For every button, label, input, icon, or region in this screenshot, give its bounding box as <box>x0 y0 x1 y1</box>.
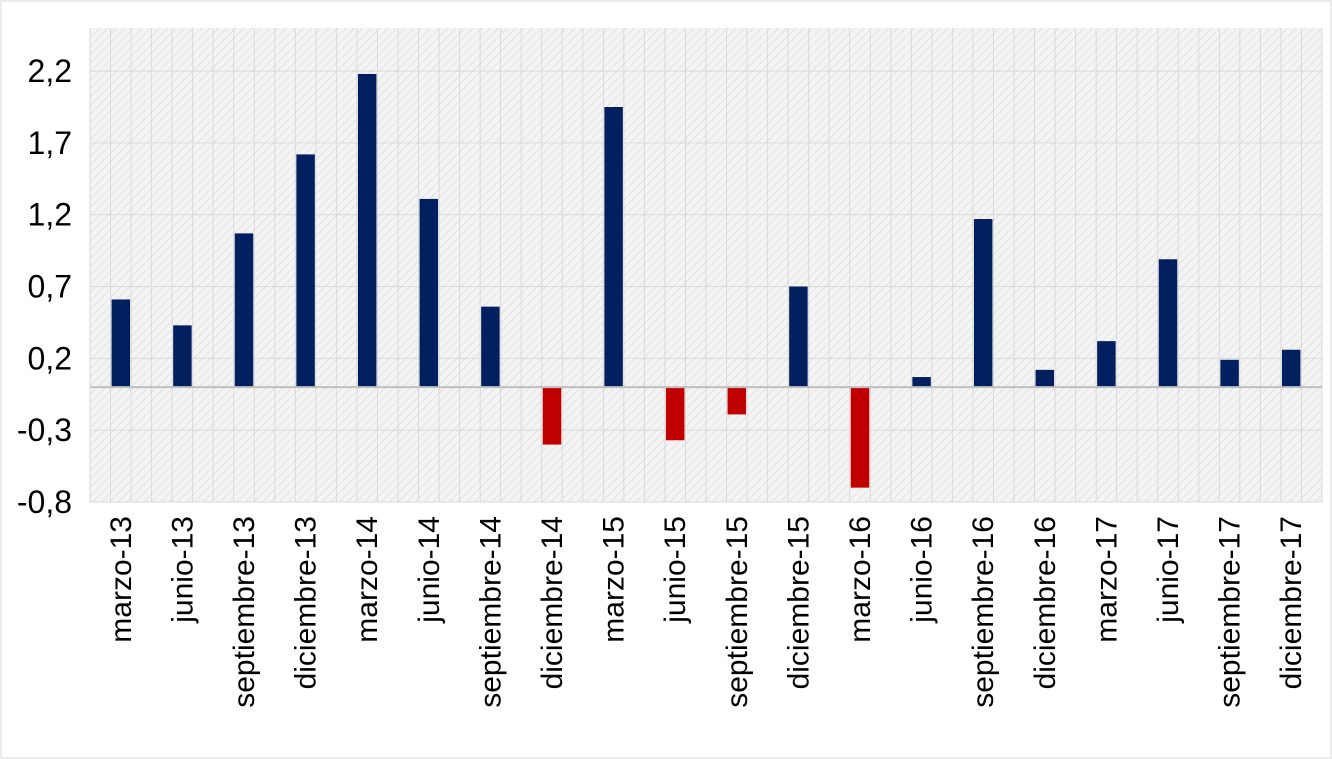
x-category-label: marzo-17 <box>1090 516 1123 643</box>
bar-marzo-17 <box>1097 341 1116 388</box>
bar-diciembre-14 <box>542 387 562 445</box>
bar-junio-15 <box>665 387 685 441</box>
bar-junio-13 <box>173 325 192 388</box>
x-category-label: marzo-15 <box>598 516 631 643</box>
x-category-label: junio-16 <box>906 516 939 624</box>
bar-junio-16 <box>912 377 931 388</box>
x-category-label: junio-13 <box>166 516 199 624</box>
bar-diciembre-13 <box>296 154 315 388</box>
x-category-label: septiembre-17 <box>1214 516 1247 708</box>
bar-septiembre-16 <box>973 219 993 388</box>
x-category-label: marzo-14 <box>351 516 384 643</box>
bar-marzo-13 <box>111 299 131 388</box>
x-category-label: diciembre-15 <box>782 516 815 689</box>
bar-marzo-14 <box>357 73 377 388</box>
y-tick-label: 1,2 <box>28 197 72 233</box>
y-tick-label: 0,2 <box>28 340 72 376</box>
y-axis-tick-labels: -0,8 -0,3 0,2 0,7 1,2 1,7 2,2 <box>17 53 72 520</box>
x-category-label: diciembre-13 <box>290 516 323 689</box>
x-axis-category-labels: marzo-13 junio-13 septiembre-13 diciembre-1… <box>105 516 1308 708</box>
y-tick-label: -0,3 <box>17 412 72 448</box>
x-category-label: septiembre-16 <box>967 516 1000 708</box>
x-category-label: junio-14 <box>413 516 446 624</box>
bar-marzo-16 <box>850 387 870 488</box>
x-category-label: septiembre-13 <box>228 516 261 708</box>
bar-septiembre-17 <box>1220 359 1239 388</box>
bars <box>111 73 1301 488</box>
x-category-label: septiembre-15 <box>721 516 754 708</box>
bar-marzo-15 <box>604 107 623 388</box>
gridlines <box>89 28 1323 503</box>
y-tick-label: -0,8 <box>17 484 72 520</box>
x-category-label: diciembre-16 <box>1029 516 1062 689</box>
y-tick-label: 2,2 <box>28 53 72 89</box>
y-tick-label: 0,7 <box>28 269 72 305</box>
x-category-label: marzo-13 <box>105 516 138 643</box>
x-category-label: septiembre-14 <box>474 516 507 708</box>
bar-diciembre-16 <box>1035 369 1055 388</box>
bar-septiembre-13 <box>234 233 254 388</box>
x-category-label: diciembre-17 <box>1275 516 1308 689</box>
y-tick-label: 1,7 <box>28 125 72 161</box>
bar-septiembre-15 <box>727 387 747 415</box>
bar-junio-14 <box>419 198 439 388</box>
bar-diciembre-15 <box>789 286 808 388</box>
x-category-label: diciembre-14 <box>536 516 569 689</box>
bar-junio-17 <box>1158 259 1178 388</box>
x-category-label: junio-17 <box>1152 516 1185 624</box>
bar-septiembre-14 <box>481 306 500 388</box>
x-category-label: junio-15 <box>659 516 692 624</box>
bar-diciembre-17 <box>1281 349 1301 388</box>
x-category-label: marzo-16 <box>844 516 877 643</box>
